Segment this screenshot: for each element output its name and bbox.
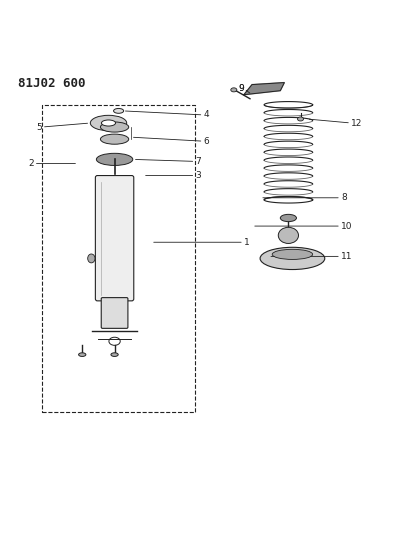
FancyBboxPatch shape — [101, 297, 128, 328]
Text: 3: 3 — [195, 171, 201, 180]
Text: 1: 1 — [244, 238, 249, 247]
Ellipse shape — [96, 154, 133, 165]
Ellipse shape — [278, 227, 298, 244]
Polygon shape — [244, 83, 284, 95]
Text: 4: 4 — [204, 110, 209, 119]
Ellipse shape — [280, 214, 296, 222]
Ellipse shape — [90, 115, 127, 131]
Ellipse shape — [111, 353, 118, 357]
Text: 5: 5 — [36, 123, 42, 132]
Ellipse shape — [101, 122, 129, 132]
Ellipse shape — [260, 247, 325, 270]
Ellipse shape — [231, 88, 237, 92]
Text: 9: 9 — [238, 84, 244, 93]
Text: 81J02 600: 81J02 600 — [18, 77, 85, 90]
Text: 10: 10 — [341, 222, 352, 231]
Ellipse shape — [272, 249, 313, 260]
Text: 12: 12 — [351, 118, 362, 127]
Ellipse shape — [114, 108, 124, 114]
Text: 8: 8 — [341, 193, 347, 203]
Text: 2: 2 — [28, 159, 34, 168]
Text: 7: 7 — [195, 157, 201, 166]
Ellipse shape — [101, 134, 129, 144]
Bar — [42, 105, 195, 412]
Ellipse shape — [101, 120, 116, 126]
Ellipse shape — [88, 254, 95, 263]
Ellipse shape — [79, 353, 86, 357]
Ellipse shape — [298, 117, 304, 121]
Text: 6: 6 — [204, 136, 209, 146]
FancyBboxPatch shape — [95, 175, 134, 301]
Text: 11: 11 — [341, 252, 352, 261]
Text: 9: 9 — [238, 84, 244, 93]
